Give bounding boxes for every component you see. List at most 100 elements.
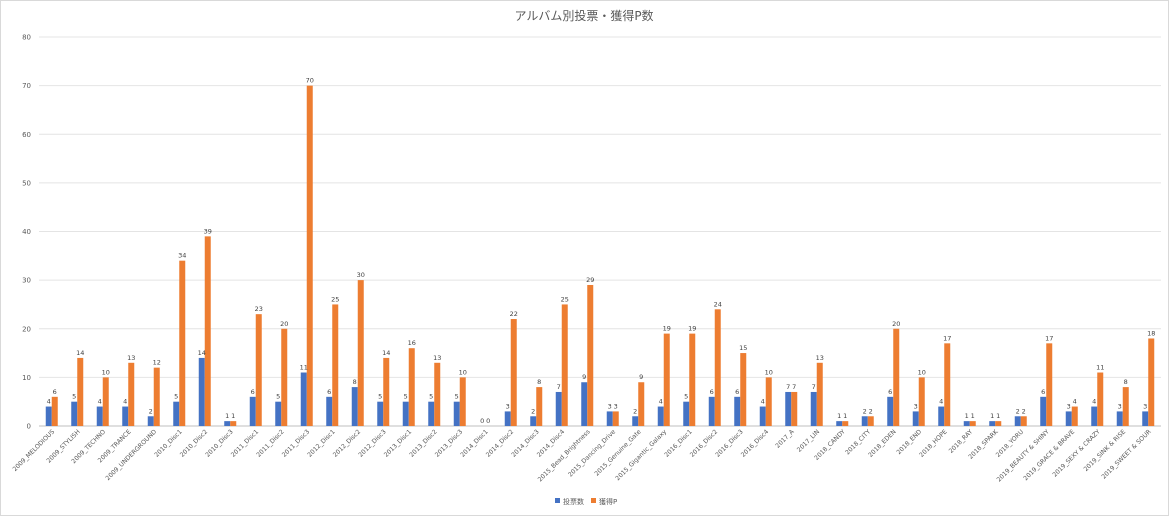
bar-points (153, 367, 160, 426)
bar-votes (657, 406, 664, 426)
data-label: 3 (1118, 402, 1122, 410)
data-label: 23 (255, 305, 263, 313)
data-label: 2 (633, 407, 637, 415)
bar-votes (938, 406, 945, 426)
data-label: 2 (149, 407, 153, 415)
data-label: 13 (127, 354, 135, 362)
x-tick-label: 2017_A (774, 428, 796, 450)
data-label: 2 (869, 407, 873, 415)
bar-votes (785, 391, 792, 426)
bar-votes (861, 416, 868, 426)
bar-points (230, 421, 237, 426)
legend-swatch-points (591, 498, 596, 503)
bar-votes (555, 391, 562, 426)
x-tick-label: 2015_Gigantic_Galaxy (614, 428, 668, 482)
data-label: 1 (996, 412, 1000, 420)
bar-votes (326, 396, 333, 426)
bar-points (332, 304, 339, 426)
data-label: 39 (204, 227, 212, 235)
data-label: 14 (76, 349, 84, 357)
bar-votes (224, 421, 231, 426)
data-label: 14 (382, 349, 390, 357)
data-label: 9 (639, 373, 643, 381)
x-tick-label: 2015_Dancing_Drive (567, 428, 617, 478)
data-label: 5 (378, 393, 382, 401)
bar-points (536, 387, 543, 426)
bar-points (459, 377, 466, 426)
data-label: 7 (557, 383, 561, 391)
data-label: 5 (404, 393, 408, 401)
data-label: 6 (53, 388, 57, 396)
data-label: 19 (688, 325, 696, 333)
bar-votes (45, 406, 52, 426)
data-label: 4 (1073, 398, 1077, 406)
data-label: 5 (72, 393, 76, 401)
gridlines (39, 36, 1161, 427)
data-label: 3 (506, 402, 510, 410)
bar-votes (734, 396, 741, 426)
bar-points (128, 362, 135, 426)
data-label: 4 (939, 398, 943, 406)
bar-points (663, 333, 670, 426)
bar-points (179, 260, 186, 426)
data-label: 20 (892, 320, 900, 328)
data-label: 10 (765, 368, 773, 376)
x-tick-label: 2015_Genuine_Gate (593, 428, 642, 477)
bar-votes (1091, 406, 1098, 426)
bar-votes (810, 391, 817, 426)
bar-points (383, 357, 390, 426)
bar-points (1122, 387, 1129, 426)
data-label: 8 (1124, 378, 1128, 386)
data-label: 25 (561, 295, 569, 303)
data-label: 5 (429, 393, 433, 401)
bar-votes (1142, 411, 1149, 426)
data-label: 1 (971, 412, 975, 420)
data-label: 8 (353, 378, 357, 386)
bar-votes (275, 401, 282, 426)
bar-points (102, 377, 109, 426)
x-tick-label: 2019_GRACE & BRAVE (1022, 428, 1076, 482)
data-label: 15 (739, 344, 747, 352)
data-label: 3 (914, 402, 918, 410)
data-label: 7 (812, 383, 816, 391)
data-label: 29 (586, 276, 594, 284)
bar-points (587, 284, 594, 426)
bar-points (1020, 416, 1027, 426)
data-label: 6 (735, 388, 739, 396)
data-label: 20 (280, 320, 288, 328)
bar-points (77, 357, 84, 426)
data-label: 3 (1143, 402, 1147, 410)
bar-votes (606, 411, 613, 426)
bar-points (255, 314, 262, 426)
data-label: 19 (663, 325, 671, 333)
y-axis-ticks: 0 10 20 30 40 50 60 70 80 (22, 34, 31, 431)
data-label: 5 (455, 393, 459, 401)
data-label: 0 (480, 417, 484, 425)
bar-points (434, 362, 441, 426)
bar-points (765, 377, 772, 426)
bar-votes (377, 401, 384, 426)
bar-votes (1065, 411, 1072, 426)
bar-points (1046, 343, 1053, 426)
y-tick-label: 40 (22, 228, 31, 236)
data-label: 6 (710, 388, 714, 396)
y-tick-label: 30 (22, 277, 31, 285)
bar-votes (504, 411, 511, 426)
data-label: 4 (47, 398, 51, 406)
data-label: 8 (537, 378, 541, 386)
data-label: 6 (251, 388, 255, 396)
data-label: 17 (943, 334, 951, 342)
data-label: 5 (174, 393, 178, 401)
bar-points (714, 309, 721, 426)
bar-votes (453, 401, 460, 426)
bar-points (204, 236, 211, 426)
bar-points (408, 348, 415, 426)
bar-votes (428, 401, 435, 426)
bar-votes (708, 396, 715, 426)
data-label: 0 (486, 417, 490, 425)
y-tick-label: 80 (22, 34, 31, 42)
y-tick-label: 20 (22, 325, 31, 333)
